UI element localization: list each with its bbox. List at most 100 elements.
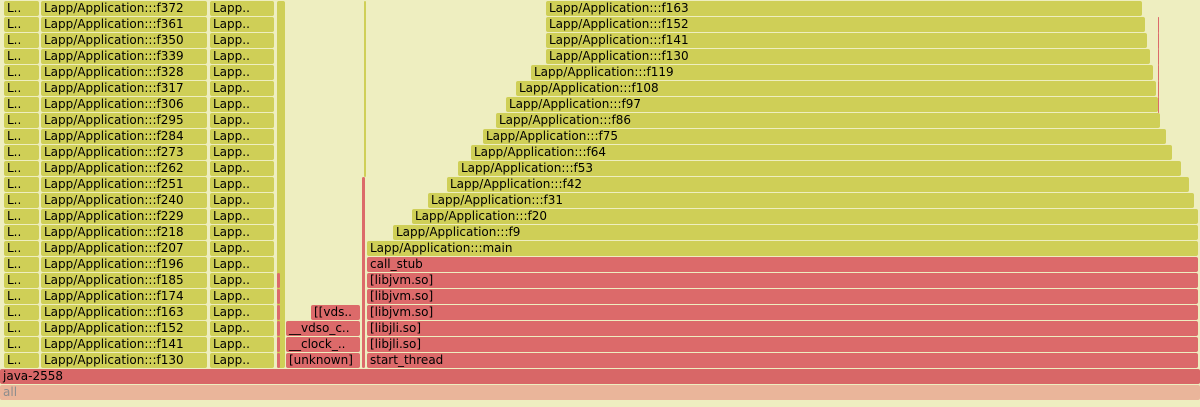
frame-f130-left[interactable]: Lapp/Application:::f130 [41,353,207,368]
frame-right-red-sliver-1[interactable] [1158,17,1159,33]
frame-f295-left[interactable]: Lapp/Application:::f295 [41,113,207,128]
frame-left-column-9[interactable]: L.. [4,209,39,224]
frame-vds[interactable]: [[vds.. [311,305,360,320]
frame-f42[interactable]: Lapp/Application:::f42 [447,177,1189,192]
frame-left-sliver-red-2[interactable] [277,321,280,336]
frame-left-column-19[interactable]: L.. [4,49,39,64]
frame-f141-left[interactable]: Lapp/Application:::f141 [41,337,207,352]
frame-lapp-column-6[interactable]: Lapp.. [210,257,274,272]
frame-left-column-16[interactable]: L.. [4,97,39,112]
frame-f152[interactable]: Lapp/Application:::f152 [546,17,1145,32]
frame-lapp-column-21[interactable]: Lapp.. [210,17,274,32]
frame-left-column-13[interactable]: L.. [4,145,39,160]
frame-f317-left[interactable]: Lapp/Application:::f317 [41,81,207,96]
frame-clock[interactable]: __clock_.. [286,337,360,352]
frame-f64[interactable]: Lapp/Application:::f64 [471,145,1172,160]
frame-f339-left[interactable]: Lapp/Application:::f339 [41,49,207,64]
frame-f174-left[interactable]: Lapp/Application:::f174 [41,289,207,304]
frame-f119[interactable]: Lapp/Application:::f119 [531,65,1153,80]
frame-libjvm-3[interactable]: [libjvm.so] [367,273,1198,288]
frame-lapp-column-11[interactable]: Lapp.. [210,177,274,192]
frame-f306-left[interactable]: Lapp/Application:::f306 [41,97,207,112]
frame-lapp-column-22[interactable]: Lapp.. [210,1,274,16]
frame-f372-left[interactable]: Lapp/Application:::f372 [41,1,207,16]
frame-left-column-5[interactable]: L.. [4,273,39,288]
frame-f163-left[interactable]: Lapp/Application:::f163 [41,305,207,320]
frame-java-2558[interactable]: java-2558 [0,369,1200,384]
frame-lapp-column-10[interactable]: Lapp.. [210,193,274,208]
frame-left-column-6[interactable]: L.. [4,257,39,272]
frame-lapp-column-19[interactable]: Lapp.. [210,49,274,64]
frame-f229-left[interactable]: Lapp/Application:::f229 [41,209,207,224]
frame-all[interactable]: all [0,385,1200,400]
frame-lapp-column-20[interactable]: Lapp.. [210,33,274,48]
frame-lapp-column-3[interactable]: Lapp.. [210,305,274,320]
frame-f141[interactable]: Lapp/Application:::f141 [546,33,1147,48]
frame-left-column-15[interactable]: L.. [4,113,39,128]
frame-f75[interactable]: Lapp/Application:::f75 [483,129,1166,144]
frame-right-red-sliver-2[interactable] [1158,33,1159,49]
frame-left-sliver-red-4[interactable] [277,289,280,304]
frame-left-column-8[interactable]: L.. [4,225,39,240]
frame-start-thread[interactable]: start_thread [367,353,1198,368]
frame-f207-left[interactable]: Lapp/Application:::f207 [41,241,207,256]
frame-left-column-14[interactable]: L.. [4,129,39,144]
frame-left-column-0[interactable]: L.. [4,353,39,368]
frame-lapp-column-1[interactable]: Lapp.. [210,337,274,352]
frame-f152-left[interactable]: Lapp/Application:::f152 [41,321,207,336]
frame-left-sliver-red-3[interactable] [277,305,280,320]
frame-left-sliver-red-5[interactable] [277,273,280,288]
frame-lapp-column-17[interactable]: Lapp.. [210,81,274,96]
frame-f130[interactable]: Lapp/Application:::f130 [546,49,1150,64]
frame-vdso-c[interactable]: __vdso_c.. [286,321,360,336]
frame-right-red-sliver-6[interactable] [1158,97,1159,113]
frame-left-column-1[interactable]: L.. [4,337,39,352]
frame-libjli-1[interactable]: [libjli.so] [367,337,1198,352]
frame-left-column-10[interactable]: L.. [4,193,39,208]
frame-right-red-sliver-4[interactable] [1158,65,1159,81]
frame-f262-left[interactable]: Lapp/Application:::f262 [41,161,207,176]
frame-f240-left[interactable]: Lapp/Application:::f240 [41,193,207,208]
frame-lapp-column-7[interactable]: Lapp.. [210,241,274,256]
frame-left-column-20[interactable]: L.. [4,33,39,48]
frame-lapp-column-4[interactable]: Lapp.. [210,289,274,304]
frame-f185-left[interactable]: Lapp/Application:::f185 [41,273,207,288]
frame-left-column-11[interactable]: L.. [4,177,39,192]
frame-libjli-2[interactable]: [libjli.so] [367,321,1198,336]
frame-f31[interactable]: Lapp/Application:::f31 [428,193,1194,208]
frame-f9[interactable]: Lapp/Application:::f9 [393,225,1198,240]
frame-f251-left[interactable]: Lapp/Application:::f251 [41,177,207,192]
frame-left-column-4[interactable]: L.. [4,289,39,304]
frame-left-sliver-red-1[interactable] [277,337,280,352]
frame-lapp-column-2[interactable]: Lapp.. [210,321,274,336]
frame-lapp-column-8[interactable]: Lapp.. [210,225,274,240]
frame-f218-left[interactable]: Lapp/Application:::f218 [41,225,207,240]
frame-f284-left[interactable]: Lapp/Application:::f284 [41,129,207,144]
frame-left-column-7[interactable]: L.. [4,241,39,256]
frame-middle-thin-yellow[interactable] [364,1,366,177]
frame-libjvm-1[interactable]: [libjvm.so] [367,305,1198,320]
frame-lapp-column-13[interactable]: Lapp.. [210,145,274,160]
frame-f108[interactable]: Lapp/Application:::f108 [516,81,1156,96]
frame-middle-thin-divider[interactable] [362,177,365,368]
frame-f86[interactable]: Lapp/Application:::f86 [496,113,1160,128]
frame-f53[interactable]: Lapp/Application:::f53 [458,161,1181,176]
frame-f97[interactable]: Lapp/Application:::f97 [506,97,1158,112]
frame-left-column-21[interactable]: L.. [4,17,39,32]
frame-f163[interactable]: Lapp/Application:::f163 [546,1,1142,16]
frame-f350-left[interactable]: Lapp/Application:::f350 [41,33,207,48]
frame-left-column-18[interactable]: L.. [4,65,39,80]
frame-lapp-column-15[interactable]: Lapp.. [210,113,274,128]
frame-left-sliver-column[interactable] [277,1,285,368]
frame-lapp-column-16[interactable]: Lapp.. [210,97,274,112]
frame-left-column-17[interactable]: L.. [4,81,39,96]
frame-right-red-sliver-3[interactable] [1158,49,1159,65]
frame-lapp-column-14[interactable]: Lapp.. [210,129,274,144]
frame-left-column-2[interactable]: L.. [4,321,39,336]
frame-left-column-3[interactable]: L.. [4,305,39,320]
frame-left-sliver-red-0[interactable] [277,353,280,368]
frame-lapp-column-12[interactable]: Lapp.. [210,161,274,176]
frame-f20[interactable]: Lapp/Application:::f20 [412,209,1198,224]
frame-right-red-sliver-5[interactable] [1158,81,1159,97]
frame-f361-left[interactable]: Lapp/Application:::f361 [41,17,207,32]
